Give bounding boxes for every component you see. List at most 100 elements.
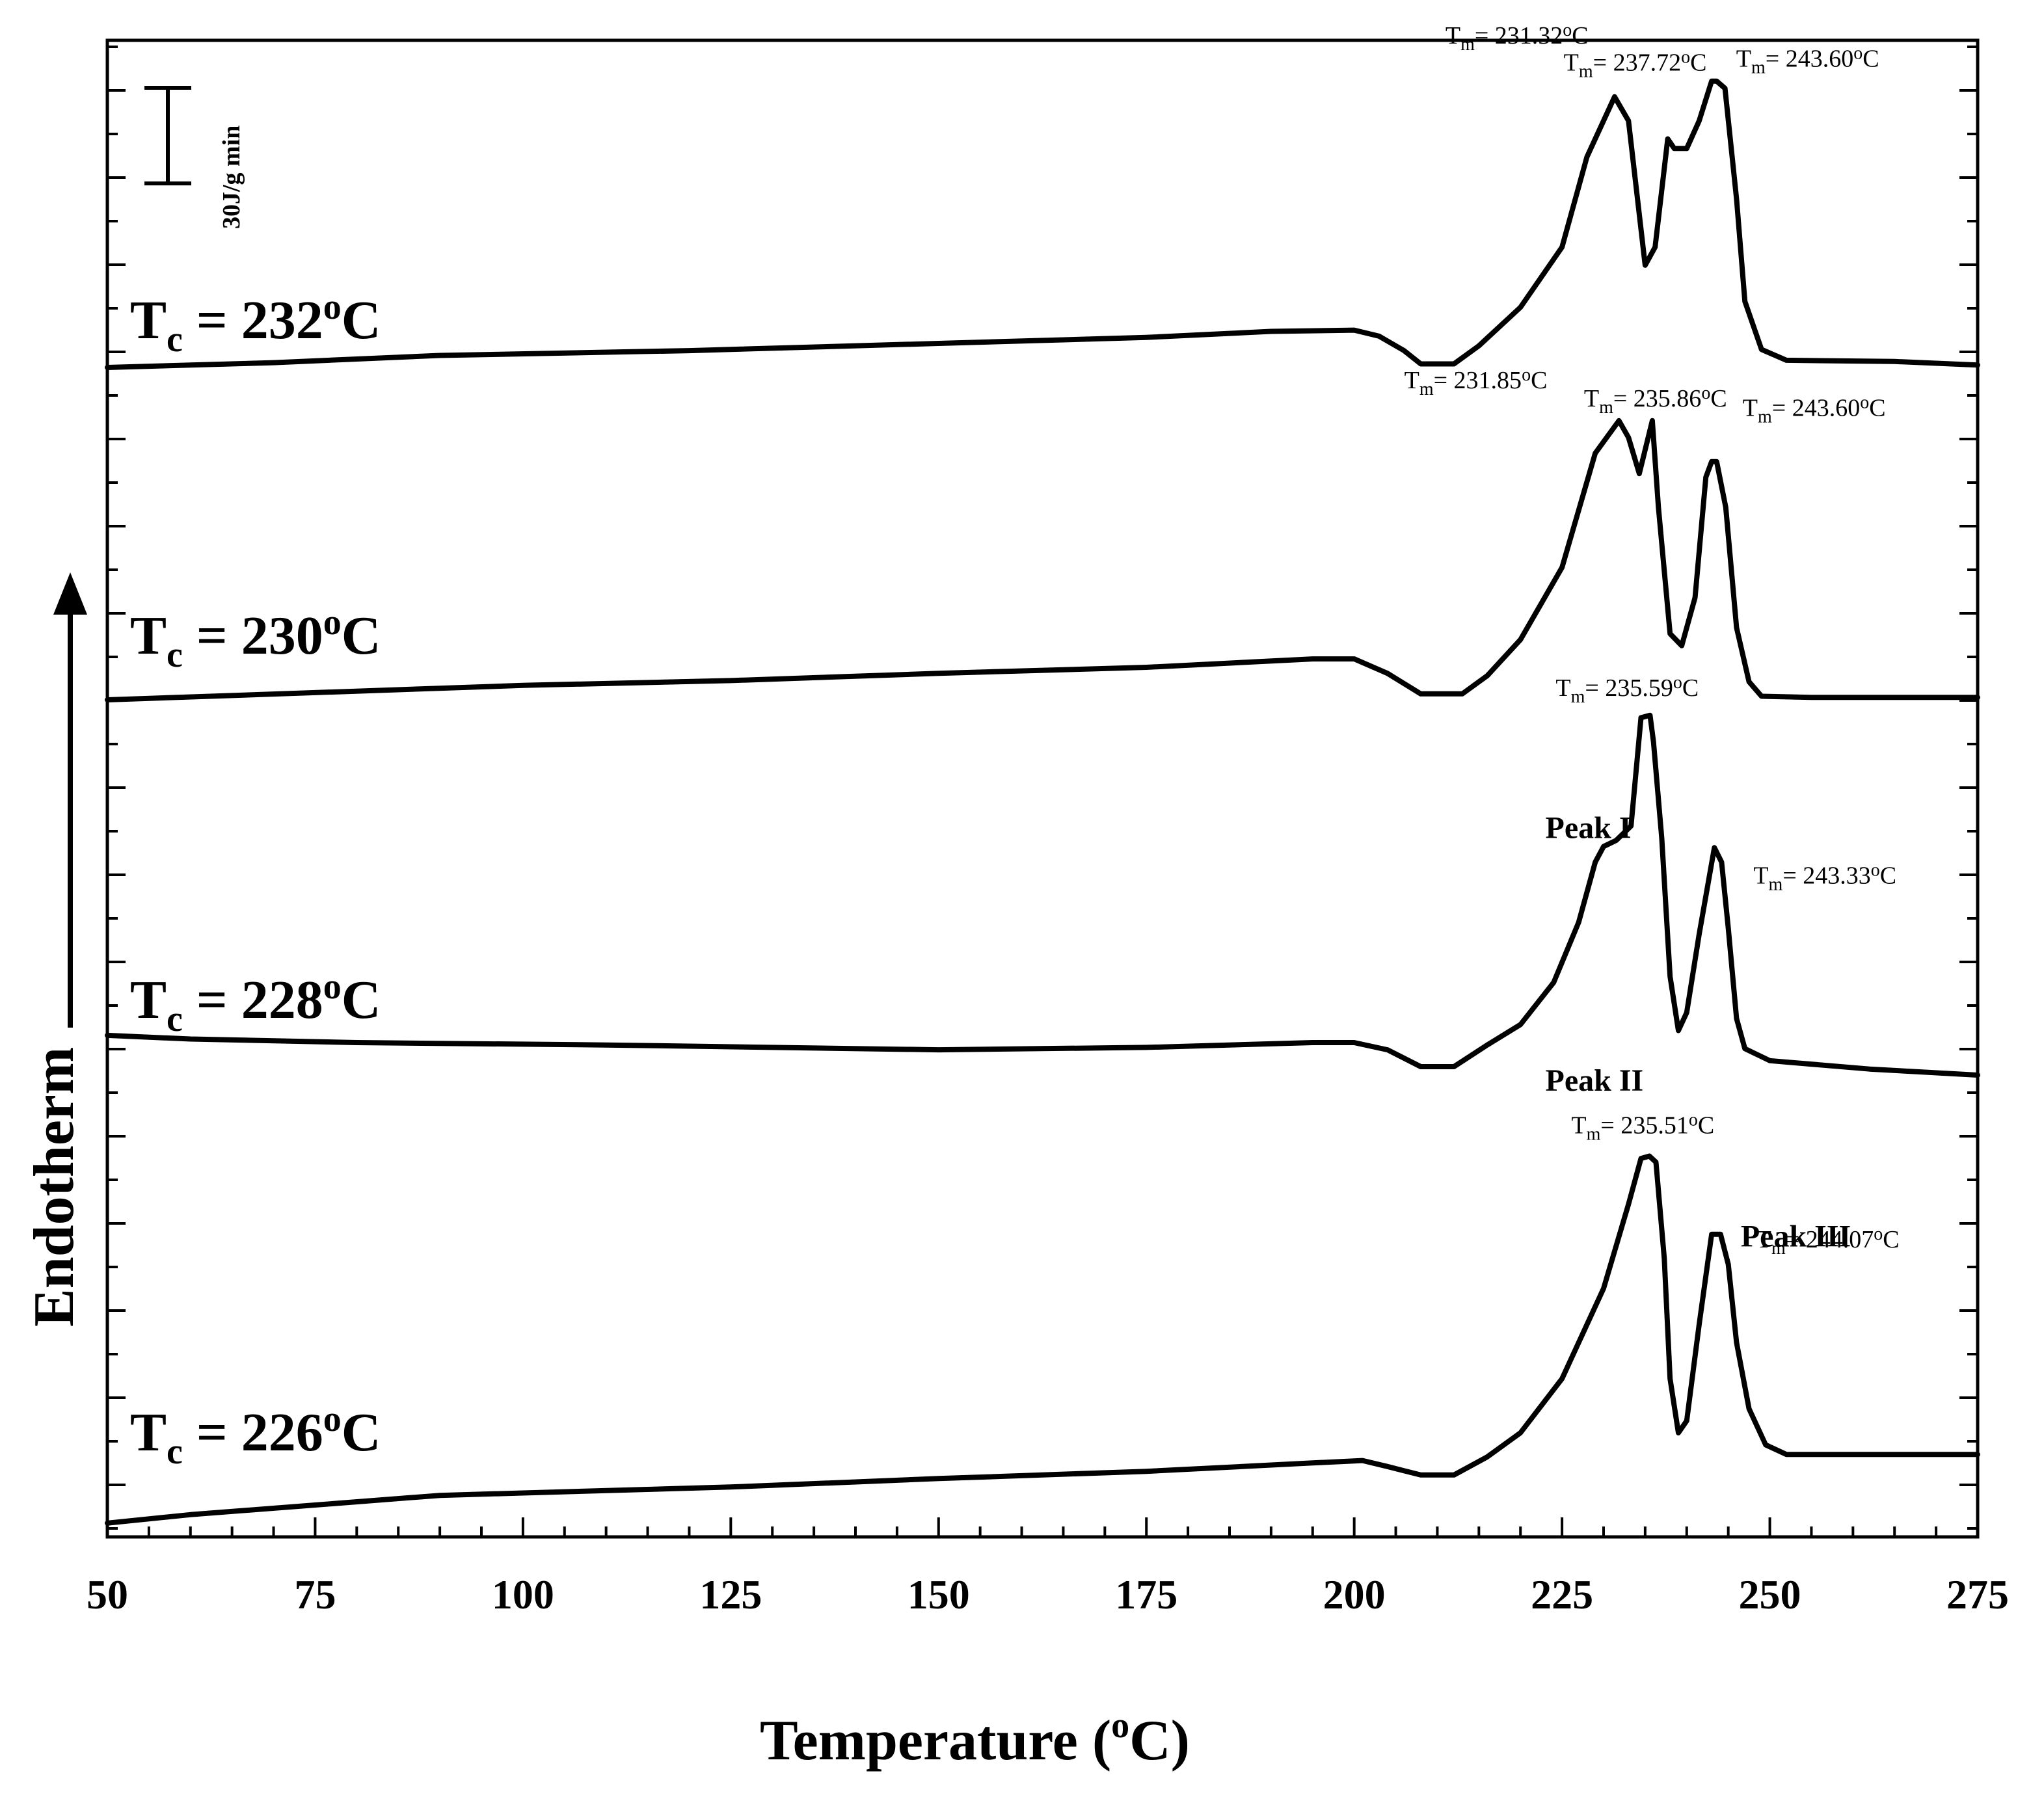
tc-label-degree: o [323,966,342,1007]
tm-value: = 235.51 [1600,1112,1688,1139]
tm-unit: C [1880,862,1896,889]
tc-label-subscript: c [167,999,183,1039]
peak-label: Peak III [1741,1219,1851,1253]
tm-symbol: T [1584,385,1599,412]
axes [105,38,1980,1539]
tc-label-value: = 226 [183,1402,323,1463]
x-tick-label: 100 [492,1571,554,1618]
tm-subscript: m [1771,1238,1786,1259]
x-axis-label: Temperature (oC) [760,1705,1190,1772]
y-axis-arrow [53,572,87,1028]
tc-label-symbol: T [130,970,167,1030]
dsc-curve [105,418,1980,702]
tm-annotation: Tm= 235.59oC [1555,673,1699,707]
tm-unit: C [1869,395,1885,422]
tm-subscript: m [1769,874,1783,894]
tm-subscript: m [1758,407,1772,427]
tm-unit: C [1690,49,1706,77]
tc-label-unit: C [342,970,381,1030]
tc-label-degree: o [323,287,342,327]
tm-annotation: Tm= 243.60oC [1736,44,1879,78]
tm-annotation: Tm= 243.33oC [1753,860,1896,894]
tc-label-symbol: T [130,606,167,666]
tm-value: = 231.32 [1475,22,1563,49]
tm-value: = 243.60 [1772,395,1860,422]
x-tick-label: 200 [1323,1571,1386,1618]
tm-degree: o [1689,1110,1698,1130]
tm-annotation: Tm= 235.51oC [1571,1110,1714,1145]
tm-degree: o [1701,383,1710,403]
scale-bar: 30J/g min [144,86,245,229]
tm-symbol: T [1405,367,1419,394]
tc-label-subscript: c [167,635,183,675]
tm-subscript: m [1460,34,1475,55]
tc-label-degree: o [323,602,342,643]
x-tick-label: 75 [294,1571,336,1618]
tm-subscript: m [1599,397,1613,418]
tc-label-value: = 230 [183,606,323,666]
tc-label-value: = 232 [183,290,323,351]
tc-label-subscript: c [167,319,183,360]
plot-frame [105,38,1980,1539]
tm-unit: C [1682,674,1699,702]
dsc-curve [105,712,1980,1078]
tm-subscript: m [1419,379,1434,399]
tm-unit: C [1710,385,1727,412]
tm-annotation: Tm= 231.32oC [1446,20,1589,55]
tm-symbol: T [1753,862,1768,889]
tm-value: = 243.33 [1782,862,1870,889]
tm-annotation: Tm= 231.85oC [1405,365,1548,399]
tm-degree: o [1874,1224,1883,1244]
x-tick-label: 125 [699,1571,762,1618]
tm-degree: o [1522,365,1531,385]
tm-value: = 231.85 [1434,367,1522,394]
x-axis-label-text: Temperature ( [760,1709,1111,1772]
tm-symbol: T [1571,1112,1586,1139]
x-tick-label: 275 [1946,1571,2009,1618]
tm-annotation: Tm= 244.07oC [1756,1224,1900,1259]
tc-label-value: = 228 [183,970,323,1030]
tm-unit: C [1531,367,1547,394]
tm-degree: o [1853,44,1862,64]
y-axis-label: Endotherm [23,1047,86,1327]
tm-unit: C [1883,1226,1899,1253]
tm-degree: o [1681,47,1690,68]
tm-value: = 235.86 [1613,385,1701,412]
tm-symbol: T [1743,395,1758,422]
tc-label-unit: C [342,290,381,351]
tm-value: = 237.72 [1593,49,1681,77]
tm-annotation: Tm= 243.60oC [1743,393,1886,427]
tm-degree: o [1860,393,1869,413]
x-tick-label: 150 [908,1571,970,1618]
dsc-curve [105,1153,1980,1526]
tm-unit: C [1572,22,1588,49]
x-tick-label: 175 [1115,1571,1177,1618]
peak-label: Peak II [1546,1063,1644,1098]
tm-degree: o [1871,860,1880,880]
dsc-curve [105,78,1980,370]
tc-label: Tc = 228oC [130,966,381,1039]
tm-degree: o [1563,20,1572,40]
tc-label: Tc = 232oC [130,287,381,360]
tm-subscript: m [1579,62,1593,82]
x-axis-label-degree: o [1111,1705,1129,1746]
tm-value: = 243.60 [1766,46,1853,73]
tm-annotation: Tm= 237.72oC [1564,47,1707,82]
tm-value: = 244.07 [1786,1226,1874,1253]
tc-label-unit: C [342,1402,381,1463]
ticks: 50 75 100 125 150 175 200 225 250 275 [87,46,2009,1618]
tm-symbol: T [1555,674,1570,702]
arrow-head-icon [53,572,87,615]
tm-value: = 235.59 [1585,674,1673,702]
tm-degree: o [1673,673,1682,693]
x-tick-label: 50 [87,1571,128,1618]
tc-label: Tc = 226oC [130,1399,381,1472]
tc-label-unit: C [342,606,381,666]
tm-subscript: m [1571,687,1585,707]
tm-unit: C [1862,46,1879,73]
tc-label-symbol: T [130,290,167,351]
x-tick-label: 250 [1739,1571,1801,1618]
tm-annotation: Tm= 235.86oC [1584,383,1727,418]
tm-subscript: m [1751,58,1766,78]
